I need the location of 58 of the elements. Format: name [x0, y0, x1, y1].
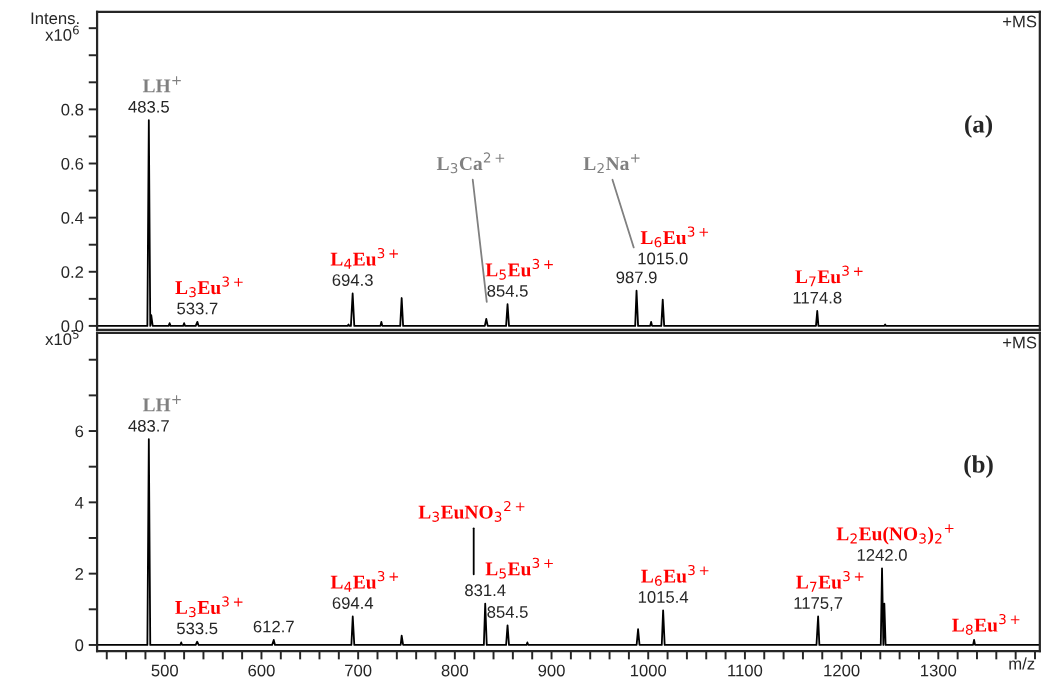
x-tick-label: 1300 [921, 664, 957, 677]
y-tick-label: 0.8 [61, 103, 84, 116]
annotation: L$_{5}$Eu$^{3+}$ [485, 258, 553, 280]
annotation: LH$^{+}$ [142, 395, 181, 412]
annotation: 1015.0 [638, 252, 688, 265]
annotation: 483.5 [128, 100, 169, 113]
annotation: 854.5 [487, 284, 528, 297]
annotation: 533.7 [177, 302, 218, 315]
y-tick-label: 0.6 [61, 157, 84, 170]
annotation: L$_{3}$Eu$^{3+}$ [175, 596, 243, 618]
annotation: L$_{6}$Eu$^{3+}$ [641, 564, 709, 586]
y-tick-label: 0.2 [61, 266, 84, 278]
annotation: L$_{8}$Eu$^{3+}$ [952, 613, 1020, 635]
x-tick-label: 1200 [824, 664, 860, 677]
annotation: 1174.8 [793, 291, 842, 304]
annotation: +MS [1003, 336, 1037, 349]
annotation: 612.7 [253, 620, 294, 633]
x-tick-label: 1100 [728, 664, 763, 677]
x-tick-label: 700 [345, 664, 372, 677]
annotation: L$_{2}$Na$^{+}$ [583, 153, 640, 174]
annotation: L$_{7}$Eu$^{3+}$ [796, 570, 864, 592]
annotation: L$_{2}$Eu(NO$_{3}$)$_{2}$$^{+}$ [836, 524, 954, 545]
y-tick-label: 6 [75, 425, 84, 438]
annotation: L$_{3}$EuNO$_{3}$$^{2+}$ [418, 500, 525, 522]
annotation: 1175,7 [794, 597, 843, 611]
x-axis-title: m/z [1009, 657, 1035, 670]
annotation: 1242.0 [857, 549, 907, 561]
annotation: L$_{3}$Eu$^{3+}$ [175, 276, 243, 298]
y-axis-title: Intens. x10$^{6}$ [31, 12, 79, 41]
annotation: L$_{5}$Eu$^{3+}$ [485, 557, 553, 579]
y-tick-label: 4 [75, 496, 84, 509]
annotation: 1015.4 [638, 591, 689, 603]
x-tick-label: 500 [151, 664, 179, 677]
annotation: L$_{3}$Ca$^{2+}$ [436, 152, 505, 174]
x-tick-label: 900 [538, 664, 565, 677]
x-tick-label: 600 [248, 664, 275, 677]
y-tick-label: 0 [75, 639, 84, 652]
annotation: L$_{7}$Eu$^{3+}$ [795, 265, 863, 287]
annotation: 831.4 [465, 584, 506, 597]
y-tick-label: 2 [75, 568, 84, 580]
line-series [97, 438, 1040, 646]
text: (a) [965, 115, 993, 138]
y-tick-label: 0.0 [61, 320, 84, 333]
annotation: +MS [1003, 15, 1037, 28]
annotation: 854.5 [487, 606, 528, 618]
annotation: 987.9 [616, 271, 657, 284]
annotation: L$_{6}$Eu$^{3+}$ [640, 226, 709, 248]
annotation: LH$^{+}$ [142, 76, 181, 93]
annotation: L$_{4}$Eu$^{3+}$ [330, 570, 399, 592]
x-tick-label: 1000 [630, 664, 667, 677]
y-tick-label: 0.4 [61, 212, 84, 224]
text: (b) [964, 455, 993, 478]
annotation: 533.5 [176, 622, 218, 635]
x-tick-label: 800 [441, 664, 469, 677]
annotation: 694.3 [332, 274, 373, 286]
annotation: 694.4 [332, 597, 374, 609]
annotation: 483.7 [128, 419, 169, 432]
annotation: L$_{4}$Eu$^{3+}$ [330, 247, 398, 269]
